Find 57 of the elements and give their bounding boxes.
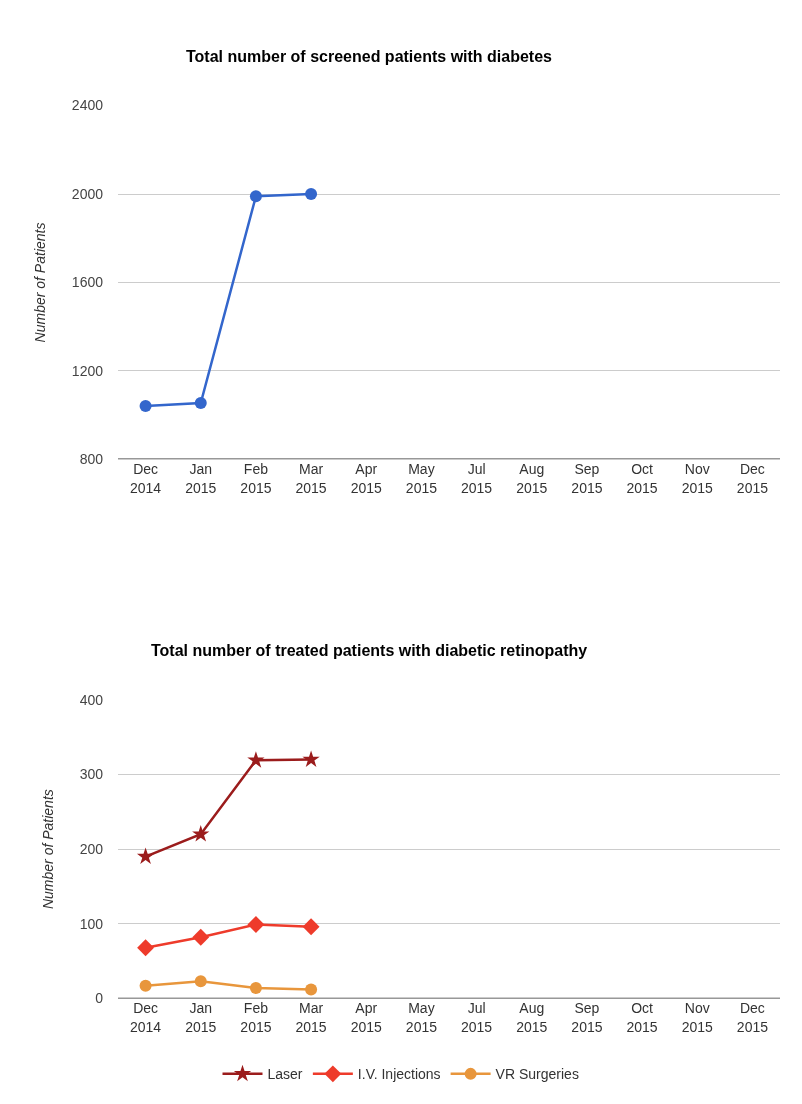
x-tick-label: Jan 2015	[185, 461, 217, 496]
point	[305, 983, 318, 996]
point	[305, 188, 318, 201]
x-tick-label: Dec 2015	[736, 1000, 769, 1035]
y-tick-label: 400	[79, 691, 104, 708]
chart-title: Total number of screened patients with diabetes	[186, 48, 553, 65]
y-tick-label: 1600	[71, 274, 104, 291]
x-tick-label: Oct 2015	[626, 1000, 658, 1035]
y-tick-label: 2400	[71, 97, 104, 114]
point	[247, 916, 265, 933]
point	[194, 975, 207, 988]
x-tick-label: Mar 2015	[295, 461, 327, 496]
point	[249, 981, 262, 994]
point	[136, 847, 155, 864]
point	[302, 918, 320, 936]
x-tick-label: Mar 2015	[295, 1000, 327, 1035]
x-tick-label: Oct 2015	[626, 461, 658, 496]
y-tick-label: 2000	[71, 185, 104, 202]
legend-label: VR Surgeries	[495, 1066, 579, 1083]
x-tick-label: Jan 2015	[185, 1000, 217, 1035]
x-tick-label: Aug 2015	[516, 461, 548, 496]
x-tick-label: Dec 2014	[130, 461, 162, 496]
y-tick-label: 0	[95, 990, 104, 1007]
x-tick-label: Dec 2015	[736, 461, 769, 496]
point	[302, 750, 320, 767]
y-tick-label: 1200	[71, 362, 104, 379]
point	[194, 396, 207, 409]
chart-title: Total number of treated patients with diabetic retinopathy	[151, 642, 588, 659]
x-tick-label: Feb 2015	[240, 461, 272, 496]
x-tick-label: Dec 2014	[130, 1000, 162, 1035]
y-tick-label: 800	[79, 451, 104, 468]
point	[249, 190, 262, 203]
x-tick-label: Jul 2015	[461, 1000, 493, 1035]
x-tick-label: Aug 2015	[516, 1000, 548, 1035]
point	[139, 400, 152, 413]
y-axis-title: Number of Patients	[32, 222, 49, 343]
x-tick-label: Nov 2015	[681, 461, 714, 496]
x-tick-label: May 2015	[405, 1000, 438, 1035]
point	[192, 825, 210, 842]
y-tick-label: 200	[79, 841, 104, 858]
x-tick-label: Sep 2015	[571, 1000, 603, 1035]
x-tick-label: May 2015	[405, 461, 438, 496]
y-tick-label: 300	[79, 766, 104, 783]
x-tick-label: Nov 2015	[681, 1000, 714, 1035]
y-axis-title: Number of Patients	[40, 789, 57, 910]
x-tick-label: Feb 2015	[240, 1000, 272, 1035]
x-tick-label: Apr 2015	[350, 461, 383, 496]
legend-label: Laser	[267, 1066, 303, 1083]
x-tick-label: Sep 2015	[571, 461, 603, 496]
point	[137, 939, 155, 957]
point	[192, 928, 210, 946]
legend-label: I.V. Injections	[357, 1066, 441, 1083]
y-tick-label: 100	[79, 915, 104, 932]
point	[247, 751, 265, 768]
x-tick-label: Jul 2015	[461, 461, 493, 496]
point	[139, 979, 152, 992]
x-tick-label: Apr 2015	[350, 1000, 383, 1035]
